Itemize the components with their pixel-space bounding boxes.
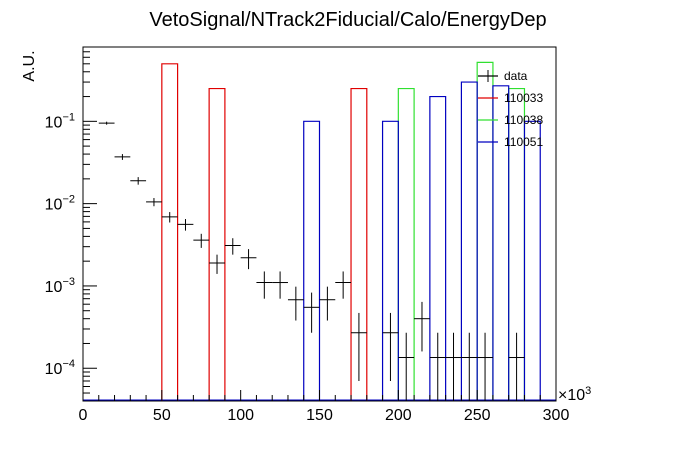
- data-point: [193, 233, 210, 248]
- legend-entry: 110051: [478, 135, 543, 149]
- data-point: [414, 301, 430, 352]
- axis-ticks-layer: 0 50 100 150 200 250 300 10−4 10−3 10−2 10−1: [45, 46, 570, 424]
- hist-bin-110051: [523, 120, 541, 401]
- legend-label: 110033: [504, 91, 543, 105]
- x-exponent-power: 3: [585, 385, 591, 397]
- x-tick-label: 200: [385, 407, 412, 424]
- data-point: [303, 292, 320, 333]
- data-point: [398, 332, 415, 401]
- legend-label: 110038: [504, 113, 543, 127]
- data-point: [461, 332, 478, 401]
- hist-bin-110051: [429, 95, 447, 401]
- data-point: [351, 312, 367, 381]
- plot-area: 0 50 100 150 200 250 300 10−4 10−3 10−2 10−1: [45, 46, 570, 424]
- data-point: [177, 219, 194, 231]
- x-exponent-prefix: ×10: [558, 387, 585, 404]
- data-point: [240, 249, 257, 270]
- data-point: [98, 121, 115, 125]
- data-point: [161, 212, 178, 223]
- legend: data 110033 110038 110051: [478, 69, 543, 149]
- data-point: [287, 286, 304, 321]
- data-point: [256, 271, 273, 299]
- data-point: [224, 238, 241, 255]
- legend-label: 110051: [504, 135, 543, 149]
- legend-entry: 110033: [478, 91, 543, 105]
- hist-bin-110051: [460, 81, 478, 401]
- x-tick-label: 0: [79, 407, 88, 424]
- data-point: [508, 332, 525, 401]
- x-tick-label: 150: [306, 407, 333, 424]
- x-tick-label: 50: [153, 407, 171, 424]
- hist-bin-110033: [208, 87, 226, 401]
- y-tick-label: 10−2: [45, 194, 75, 214]
- data-point: [319, 286, 336, 321]
- x-exponent-label: ×103: [558, 385, 591, 404]
- legend-entry: 110038: [478, 113, 543, 127]
- data-point: [272, 271, 288, 299]
- legend-entry: data: [478, 69, 528, 83]
- hist-bin-110051: [303, 120, 321, 401]
- data-points-layer: [83, 46, 525, 401]
- y-tick-label: 10−1: [45, 111, 75, 131]
- hist-bin-110051: [381, 120, 399, 401]
- hist-bin-110051: [492, 85, 510, 401]
- y-tick-label: 10−3: [45, 276, 75, 296]
- data-point: [146, 198, 162, 207]
- data-point: [445, 332, 462, 401]
- y-tick-label: 10−4: [45, 358, 75, 378]
- hist-bin-110033: [161, 63, 179, 401]
- data-point: [209, 254, 225, 274]
- data-point: [335, 271, 352, 299]
- data-point: [382, 312, 399, 381]
- legend-label: data: [504, 69, 528, 83]
- chart-title: VetoSignal/NTrack2Fiducial/Calo/EnergyDe…: [149, 9, 546, 31]
- x-tick-label: 300: [543, 407, 570, 424]
- x-tick-label: 250: [464, 407, 491, 424]
- x-tick-label: 100: [227, 407, 254, 424]
- data-point: [477, 332, 493, 401]
- y-axis-label: A.U.: [21, 50, 38, 81]
- hist-bin-110033: [350, 87, 368, 401]
- data-point: [130, 177, 147, 185]
- data-point: [429, 332, 446, 401]
- data-point: [114, 154, 131, 160]
